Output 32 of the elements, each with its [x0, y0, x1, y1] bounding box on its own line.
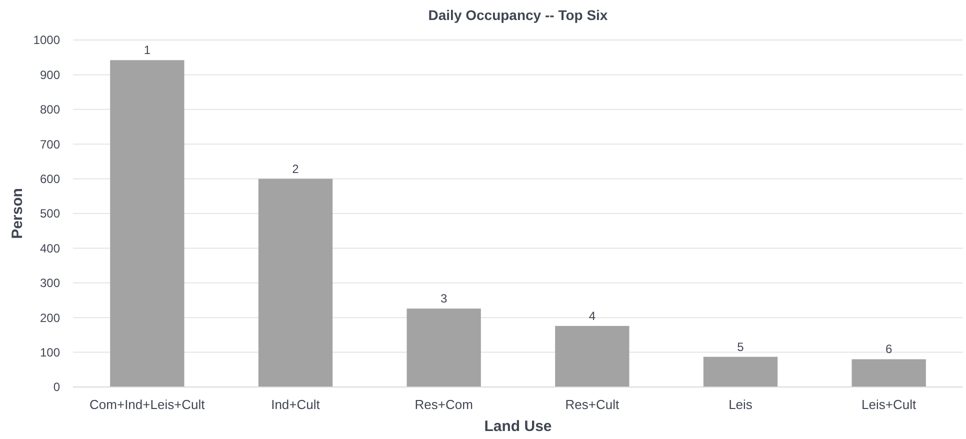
annotation: 2 — [292, 162, 300, 176]
x-tick-label: Com+Ind+Leis+Cult — [90, 397, 206, 412]
y-tick-label: 400 — [40, 241, 60, 256]
annotation: 1 — [144, 43, 151, 58]
y-tick-label: 900 — [40, 68, 60, 82]
y-tick-label: 600 — [40, 172, 60, 186]
bar — [110, 60, 184, 387]
y-tick-label: 500 — [40, 206, 60, 221]
y-axis-title: Person — [9, 188, 26, 239]
y-tick-label: 1000 — [33, 33, 60, 48]
annotation: 5 — [737, 340, 744, 354]
x-axis-title: Land Use — [484, 418, 552, 435]
y-tick-label: 700 — [40, 137, 60, 152]
y-tick-label: 200 — [40, 310, 60, 325]
bar — [555, 326, 630, 387]
y-tick-label: 300 — [40, 276, 60, 290]
chart-title: Daily Occupancy -- Top Six — [428, 7, 608, 23]
bar — [852, 359, 926, 387]
x-tick-label: Leis+Cult — [862, 397, 916, 412]
y-tick-label: 800 — [40, 102, 60, 117]
x-tick-label: Res+Cult — [565, 397, 620, 412]
x-tick-label: Ind+Cult — [271, 397, 320, 412]
annotation: 4 — [588, 308, 596, 323]
bar — [258, 178, 333, 387]
y-tick-label: 100 — [40, 346, 60, 360]
x-tick-label: Res+Com — [414, 397, 473, 412]
y-tick-label: 0 — [53, 380, 60, 394]
bar — [406, 308, 481, 387]
annotation: 6 — [885, 342, 892, 356]
bar — [703, 356, 778, 387]
annotation: 3 — [440, 292, 448, 306]
x-tick-label: Leis — [728, 397, 753, 412]
